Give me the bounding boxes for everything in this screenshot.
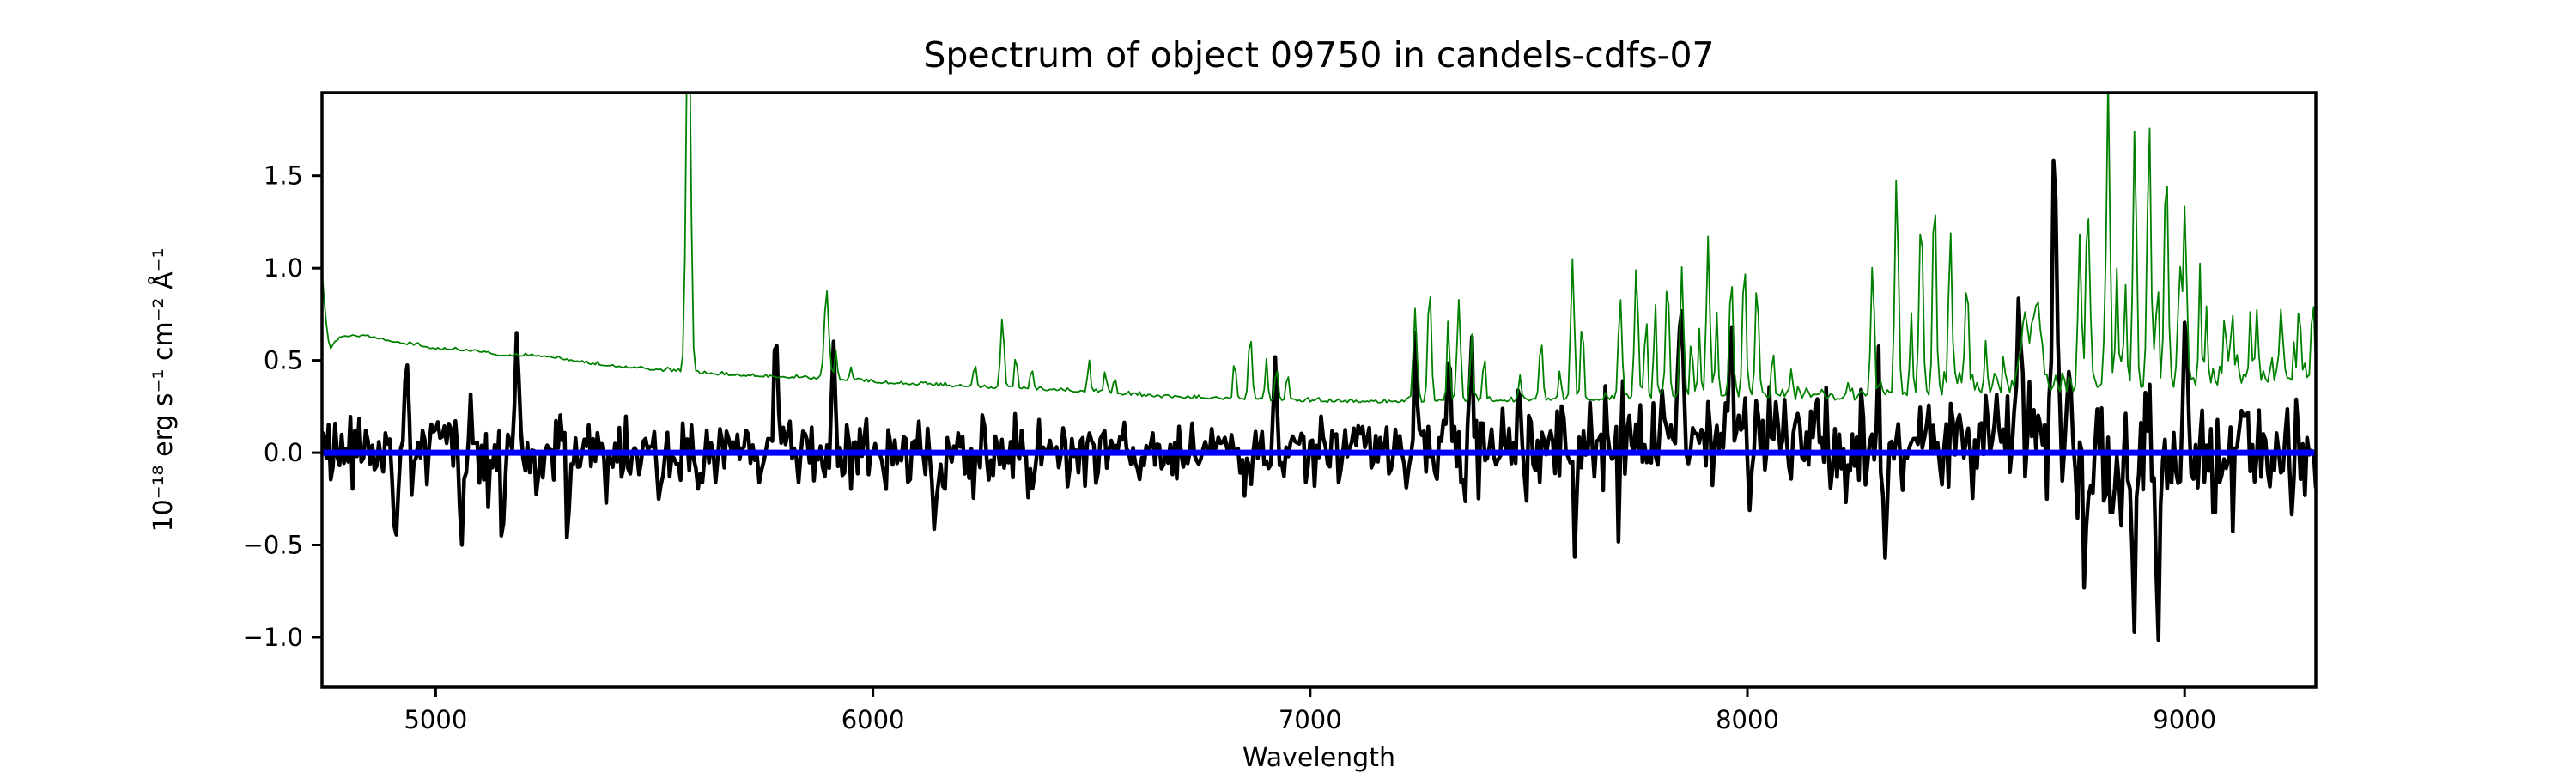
plot-title: Spectrum of object 09750 in candels-cdfs… xyxy=(923,34,1714,76)
x-tick-label: 8000 xyxy=(1716,705,1779,734)
y-tick-label: 0.0 xyxy=(264,438,303,467)
x-tick-label: 7000 xyxy=(1279,705,1342,734)
x-tick-label: 5000 xyxy=(404,705,467,734)
y-tick-label: 1.5 xyxy=(264,161,303,191)
y-tick-label: −1.0 xyxy=(243,623,303,652)
plot-border xyxy=(320,91,2318,689)
error-spectrum-line xyxy=(322,93,2316,404)
x-axis-label: Wavelength xyxy=(1242,743,1395,773)
x-tick-label: 9000 xyxy=(2153,705,2216,734)
y-tick-label: 1.0 xyxy=(264,253,303,283)
plot-area xyxy=(322,93,2316,642)
axes-layer: 5000 6000 7000 8000 9000 −1.0 −0.5 0.0 0.5 1.0 1.5 xyxy=(243,91,2318,734)
y-tick-label: −0.5 xyxy=(243,531,303,560)
y-axis-label: 10⁻¹⁸ erg s⁻¹ cm⁻² Å⁻¹ xyxy=(148,248,179,533)
x-tick-label: 6000 xyxy=(841,705,905,734)
y-tick-label: 0.5 xyxy=(264,346,303,375)
flux-spectrum-line xyxy=(322,158,2316,642)
